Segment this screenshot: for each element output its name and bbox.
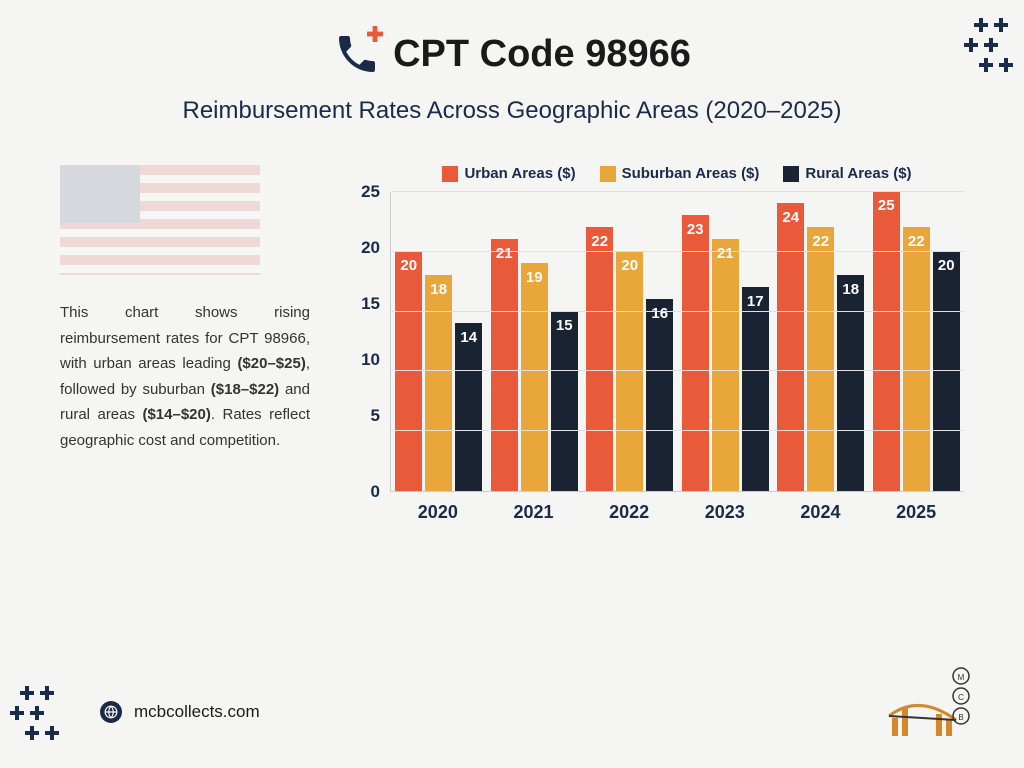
bar: 22 (903, 227, 930, 491)
bar-value-label: 18 (430, 281, 447, 298)
gridline (391, 191, 964, 192)
header: CPT Code 98966 Reimbursement Rates Acros… (0, 0, 1024, 125)
legend-item: Suburban Areas ($) (600, 165, 760, 182)
left-panel: This chart shows rising reimbursement ra… (60, 165, 310, 523)
bar: 19 (521, 263, 548, 491)
bar-value-label: 23 (687, 221, 704, 238)
bar-group: 25 22 20 (873, 191, 960, 491)
gridline (391, 430, 964, 431)
decoration-top-right (934, 10, 1014, 90)
y-tick: 25 (361, 182, 380, 202)
medical-cross-icon (367, 26, 383, 42)
bar: 21 (712, 239, 739, 491)
bar: 23 (682, 215, 709, 491)
usa-flag-bg (60, 165, 260, 275)
bar-value-label: 24 (782, 209, 799, 226)
x-tick: 2024 (800, 502, 840, 523)
bar-value-label: 22 (812, 233, 829, 250)
y-tick: 15 (361, 294, 380, 314)
footer-url: mcbcollects.com (134, 702, 260, 722)
bar-value-label: 22 (591, 233, 608, 250)
bar: 16 (646, 299, 673, 491)
bar-group: 21 19 15 (491, 239, 578, 491)
bar-value-label: 20 (938, 257, 955, 274)
y-axis: 2520151050 (340, 192, 390, 492)
bar: 22 (586, 227, 613, 491)
bar-value-label: 16 (651, 305, 668, 322)
bar: 22 (807, 227, 834, 491)
bar: 18 (425, 275, 452, 491)
chart-plot: 20 18 14 21 19 15 22 20 16 23 21 17 24 22 18 25 22 20 (390, 192, 964, 492)
y-tick: 0 (371, 482, 380, 502)
x-axis: 2020 2021 2022 2023 2024 2025 (390, 502, 964, 523)
bar: 24 (777, 203, 804, 491)
legend-label: Suburban Areas ($) (622, 165, 760, 182)
x-tick: 2021 (513, 502, 553, 523)
legend-item: Rural Areas ($) (783, 165, 911, 182)
bar-value-label: 14 (460, 329, 477, 346)
bar: 25 (873, 191, 900, 491)
bar: 21 (491, 239, 518, 491)
bar-value-label: 18 (842, 281, 859, 298)
bar-value-label: 22 (908, 233, 925, 250)
page-title: CPT Code 98966 (393, 33, 691, 76)
x-tick: 2025 (896, 502, 936, 523)
bar-value-label: 21 (717, 245, 734, 262)
bar-value-label: 19 (526, 269, 543, 286)
x-tick: 2023 (705, 502, 745, 523)
logo-bottom-right: M C B (884, 648, 974, 738)
bar-group: 24 22 18 (777, 203, 864, 491)
bar-value-label: 20 (621, 257, 638, 274)
gridline (391, 370, 964, 371)
legend-label: Rural Areas ($) (805, 165, 911, 182)
legend-label: Urban Areas ($) (464, 165, 575, 182)
x-tick: 2020 (418, 502, 458, 523)
legend-swatch (783, 166, 799, 182)
bar: 17 (742, 287, 769, 491)
gridline (391, 251, 964, 252)
globe-icon (100, 701, 122, 723)
bar-value-label: 21 (496, 245, 513, 262)
decoration-bottom-left (10, 678, 90, 758)
legend-swatch (600, 166, 616, 182)
chart-legend: Urban Areas ($) Suburban Areas ($) Rural A… (390, 165, 964, 182)
x-tick: 2022 (609, 502, 649, 523)
svg-text:B: B (958, 713, 963, 722)
bar-value-label: 20 (400, 257, 417, 274)
gridline (391, 311, 964, 312)
description-text: This chart shows rising reimbursement ra… (60, 300, 310, 453)
bar-group: 22 20 16 (586, 227, 673, 491)
bar-value-label: 15 (556, 317, 573, 334)
phone-icon (333, 30, 381, 78)
bar: 15 (551, 311, 578, 491)
legend-swatch (442, 166, 458, 182)
y-tick: 20 (361, 238, 380, 258)
legend-item: Urban Areas ($) (442, 165, 575, 182)
bar: 14 (455, 323, 482, 491)
chart-panel: Urban Areas ($) Suburban Areas ($) Rural A… (340, 165, 964, 523)
bar-group: 23 21 17 (682, 215, 769, 491)
y-tick: 10 (361, 350, 380, 370)
svg-text:M: M (958, 673, 965, 682)
bar-value-label: 25 (878, 197, 895, 214)
bar: 18 (837, 275, 864, 491)
page-subtitle: Reimbursement Rates Across Geographic Ar… (0, 97, 1024, 125)
bar-value-label: 17 (747, 293, 764, 310)
svg-text:C: C (958, 693, 964, 702)
y-tick: 5 (371, 406, 380, 426)
footer: mcbcollects.com (100, 701, 260, 723)
